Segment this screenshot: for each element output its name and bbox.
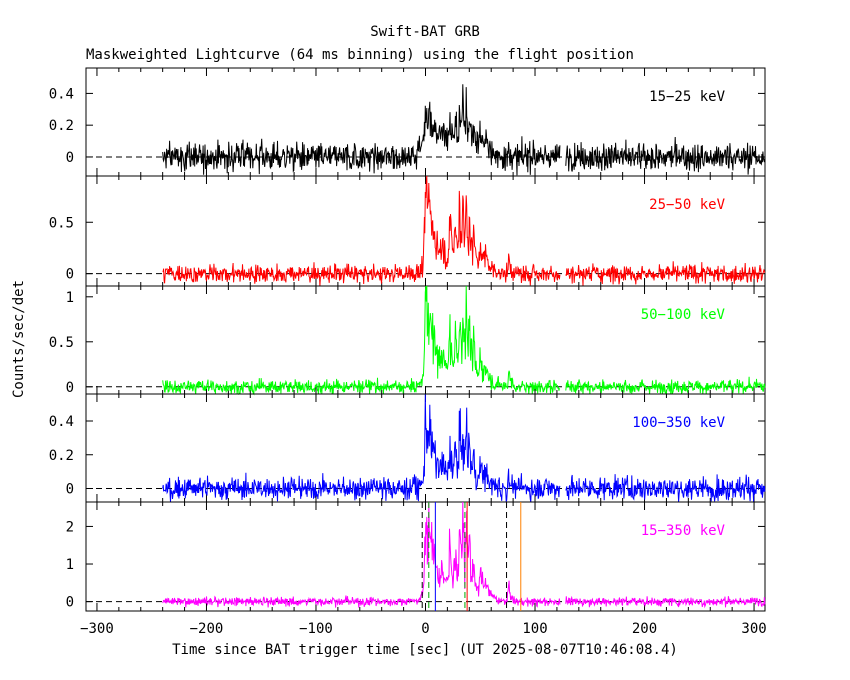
band-label: 50−100 keV: [641, 307, 726, 323]
y-tick-label: 2: [66, 519, 74, 535]
series-line-4: [162, 501, 766, 609]
marker-lines: [421, 502, 522, 611]
y-tick-label: 0: [66, 380, 74, 396]
band-label: 15−350 keV: [641, 523, 726, 539]
chart-subtitle: Maskweighted Lightcurve (64 ms binning) …: [86, 47, 634, 63]
y-axis-label: Counts/sec/det: [11, 280, 27, 398]
y-tick-label: 0.2: [49, 448, 74, 464]
series-line-2: [162, 285, 766, 396]
x-tick-labels: −300 −200 −100 0 100 200 300: [80, 621, 767, 637]
panel-2: 0 0.5 1 50−100 keV: [49, 285, 766, 396]
x-tick-label: 100: [522, 621, 547, 637]
x-tick-label: 200: [632, 621, 657, 637]
y-tick-label: 0.4: [49, 86, 74, 102]
y-tick-label: 0.4: [49, 414, 74, 430]
panel-0: 0 0.2 0.4 15−25 keV: [49, 67, 766, 177]
y-tick-label: 0: [66, 267, 74, 283]
y-tick-label: 1: [66, 557, 74, 573]
band-label: 15−25 keV: [649, 89, 725, 105]
panels: 0 0.2 0.4 15−25 keV 0 0.5 25−50 keV 0 0.5 1 50−100…: [49, 67, 766, 612]
series-line-3: [162, 394, 766, 503]
y-tick-label: 0.2: [49, 118, 74, 134]
x-tick-label: −100: [299, 621, 333, 637]
panel-1: 0 0.5 25−50 keV: [49, 175, 766, 287]
x-tick-label: 0: [421, 621, 429, 637]
series-line-1: [162, 175, 766, 287]
band-label: 25−50 keV: [649, 197, 725, 213]
x-tick-label: −300: [80, 621, 114, 637]
x-axis-label: Time since BAT trigger time [sec] (UT 20…: [172, 642, 678, 658]
panel-4: 0 1 2 15−350 keV: [66, 501, 766, 612]
y-tick-label: 0: [66, 150, 74, 166]
panel-frame: [85, 501, 766, 612]
panel-3: 0 0.2 0.4 100−350 keV: [49, 393, 766, 503]
x-tick-label: 300: [741, 621, 766, 637]
y-tick-label: 0.5: [49, 335, 74, 351]
x-tick-label: −200: [190, 621, 224, 637]
y-tick-label: 0: [66, 482, 74, 498]
y-tick-label: 0.5: [49, 215, 74, 231]
band-label: 100−350 keV: [632, 415, 725, 431]
chart-title: Swift-BAT GRB: [370, 24, 480, 40]
y-tick-label: 0: [66, 595, 74, 611]
y-tick-label: 1: [66, 290, 74, 306]
series-line-0: [162, 84, 766, 176]
